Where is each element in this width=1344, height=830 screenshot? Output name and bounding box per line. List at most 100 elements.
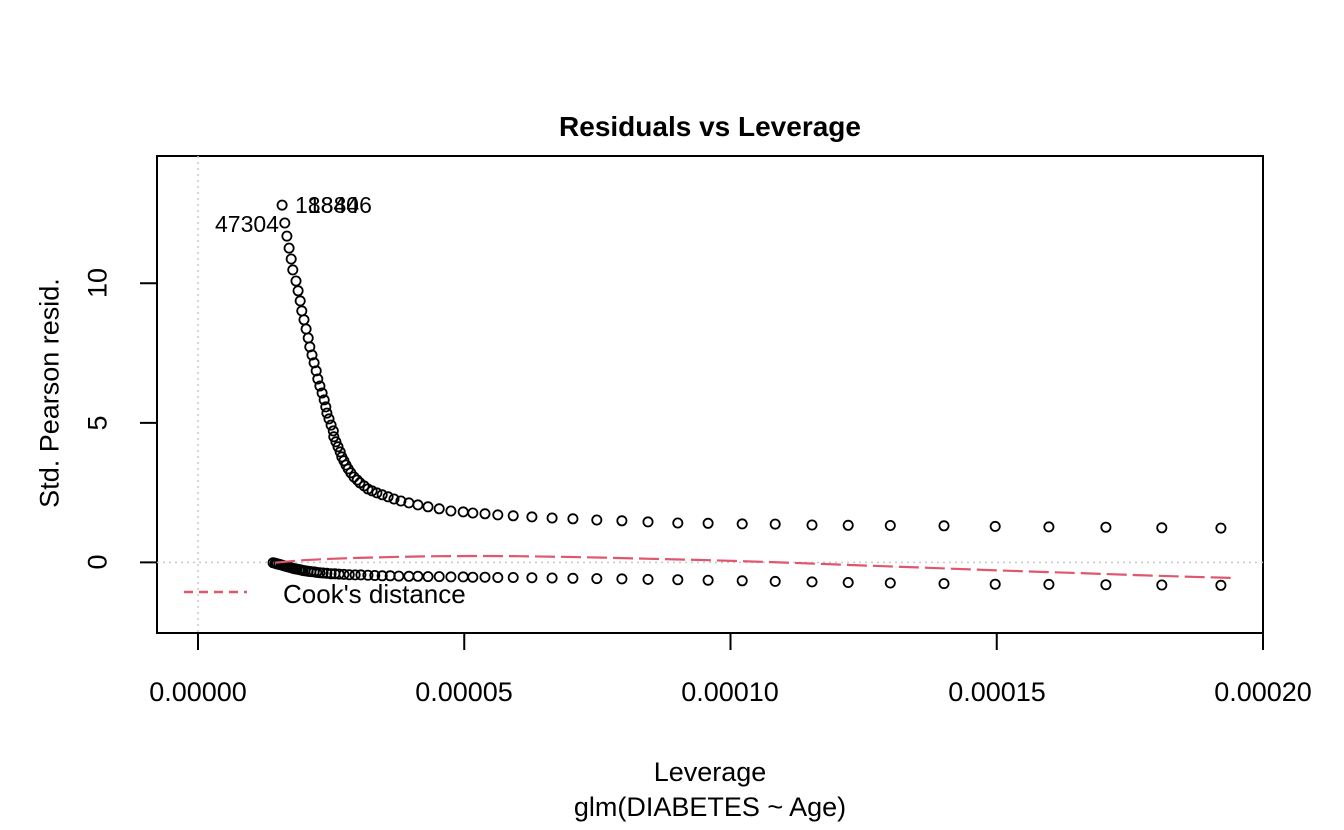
std-pearson-residuals-positive-point: [546, 512, 558, 524]
std-pearson-residuals-negative-point: [1043, 578, 1055, 590]
plot-title: Residuals vs Leverage: [559, 111, 861, 142]
std-pearson-residuals-positive-point: [316, 387, 328, 399]
std-pearson-residuals-positive-point: [320, 401, 332, 413]
std-pearson-residuals-positive-point: [567, 513, 579, 525]
std-pearson-residuals-positive-point: [302, 332, 314, 344]
std-pearson-residuals-positive-point: [376, 489, 388, 501]
std-pearson-residuals-negative-point: [1100, 579, 1112, 591]
std-pearson-residuals-negative-point: [1215, 579, 1227, 591]
std-pearson-residuals-negative-point: [672, 574, 684, 586]
std-pearson-residuals-negative-point: [445, 571, 457, 583]
std-pearson-residuals-negative-point: [1156, 579, 1168, 591]
std-pearson-residuals-negative-point: [507, 572, 519, 584]
std-pearson-residuals-positive-point: [334, 446, 346, 458]
std-pearson-residuals-positive-point: [642, 516, 654, 528]
std-pearson-residuals-negative-point: [422, 571, 434, 583]
std-pearson-residuals-positive-point: [616, 515, 628, 527]
std-pearson-residuals-positive-point: [492, 509, 504, 521]
std-pearson-residuals-negative-point: [842, 577, 854, 589]
std-pearson-residuals-negative-point: [702, 574, 714, 586]
std-pearson-residuals-negative-point: [567, 572, 579, 584]
std-pearson-residuals-positive-point: [348, 471, 360, 483]
y-tick-label-10: 10: [82, 267, 113, 299]
std-pearson-residuals-negative-point: [369, 570, 381, 582]
std-pearson-residuals-positive-point: [702, 517, 714, 529]
std-pearson-residuals-negative-point: [938, 578, 950, 590]
std-pearson-residuals-positive-point: [884, 520, 896, 532]
model-sublabel: glm(DIABETES ~ Age): [573, 792, 847, 822]
std-pearson-residuals-positive-point: [330, 436, 342, 448]
std-pearson-residuals-positive-point: [292, 285, 304, 297]
std-pearson-residuals-negative-point: [884, 577, 896, 589]
std-pearson-residuals-positive-point: [314, 380, 326, 392]
x-axis-label: Leverage: [653, 757, 767, 787]
std-pearson-residuals-negative-point: [479, 571, 491, 583]
std-pearson-residuals-negative-point: [349, 569, 361, 581]
std-pearson-residuals-negative-point: [989, 578, 1001, 590]
chart-generated-content: [140, 156, 1264, 650]
std-pearson-residuals-positive-point: [285, 253, 297, 265]
std-pearson-residuals-positive-point: [318, 394, 330, 406]
x-tick-label-2: 0.00010: [681, 677, 779, 707]
std-pearson-residuals-positive-point: [323, 413, 335, 425]
std-pearson-residuals-negative-point: [433, 571, 445, 583]
legend-label: Cook's distance: [283, 579, 466, 609]
std-pearson-residuals-positive-point: [321, 407, 333, 419]
std-pearson-residuals-negative-point: [325, 568, 337, 580]
std-pearson-residuals-negative-point: [355, 569, 367, 581]
std-pearson-residuals-negative-point: [467, 571, 479, 583]
std-pearson-residuals-negative-point: [333, 568, 345, 580]
std-pearson-residuals-positive-point: [989, 520, 1001, 532]
std-pearson-residuals-negative-point: [526, 572, 538, 584]
x-tick-label-0: 0.00000: [149, 677, 247, 707]
std-pearson-residuals-positive-point: [457, 506, 469, 518]
std-pearson-residuals-positive-point: [1156, 522, 1168, 534]
std-pearson-residuals-positive-point: [938, 520, 950, 532]
point-label-18846: 18846: [308, 192, 372, 218]
std-pearson-residuals-positive-point: [769, 518, 781, 530]
std-pearson-residuals-positive-point: [1100, 521, 1112, 533]
std-pearson-residuals-positive-point: [1043, 521, 1055, 533]
std-pearson-residuals-positive-point: [842, 519, 854, 531]
std-pearson-residuals-positive-point: [312, 373, 324, 385]
x-tick-label-3: 0.00015: [948, 677, 1046, 707]
std-pearson-residuals-positive-point: [276, 199, 288, 211]
std-pearson-residuals-positive-point: [806, 519, 818, 531]
std-pearson-residuals-negative-point: [393, 570, 405, 582]
std-pearson-residuals-positive-point: [287, 264, 299, 276]
std-pearson-residuals-positive-point: [325, 419, 337, 431]
y-tick-label-5: 5: [82, 415, 113, 431]
y-tick-label-0: 0: [82, 554, 113, 570]
std-pearson-residuals-positive-point: [479, 508, 491, 520]
point-label-47304: 47304: [215, 211, 279, 237]
std-pearson-residuals-positive-point: [507, 510, 519, 522]
std-pearson-residuals-positive-point: [279, 217, 291, 229]
std-pearson-residuals-positive-point: [328, 431, 340, 443]
std-pearson-residuals-positive-point: [332, 441, 344, 453]
std-pearson-residuals-negative-point: [376, 570, 388, 582]
std-pearson-residuals-positive-point: [445, 505, 457, 517]
std-pearson-residuals-negative-point: [412, 570, 424, 582]
std-pearson-residuals-negative-point: [591, 573, 603, 585]
std-pearson-residuals-negative-point: [616, 573, 628, 585]
plot-border: [156, 155, 1264, 634]
std-pearson-residuals-negative-point: [362, 569, 374, 581]
std-pearson-residuals-positive-point: [388, 493, 400, 505]
std-pearson-residuals-positive-point: [294, 295, 306, 307]
std-pearson-residuals-positive-point: [672, 517, 684, 529]
std-pearson-residuals-positive-point: [300, 323, 312, 335]
std-pearson-residuals-negative-point: [769, 575, 781, 587]
std-pearson-residuals-negative-point: [806, 576, 818, 588]
std-pearson-residuals-positive-point: [327, 425, 339, 437]
std-pearson-residuals-negative-point: [338, 568, 350, 580]
x-tick-label-1: 0.00005: [415, 677, 513, 707]
std-pearson-residuals-positive-point: [298, 314, 310, 326]
std-pearson-residuals-positive-point: [281, 230, 293, 242]
std-pearson-residuals-positive-point: [1215, 522, 1227, 534]
std-pearson-residuals-positive-point: [591, 514, 603, 526]
std-pearson-residuals-positive-point: [283, 242, 295, 254]
cooks-distance-curve: [275, 554, 1237, 580]
std-pearson-residuals-positive-point: [296, 305, 308, 317]
std-pearson-residuals-negative-point: [492, 572, 504, 584]
